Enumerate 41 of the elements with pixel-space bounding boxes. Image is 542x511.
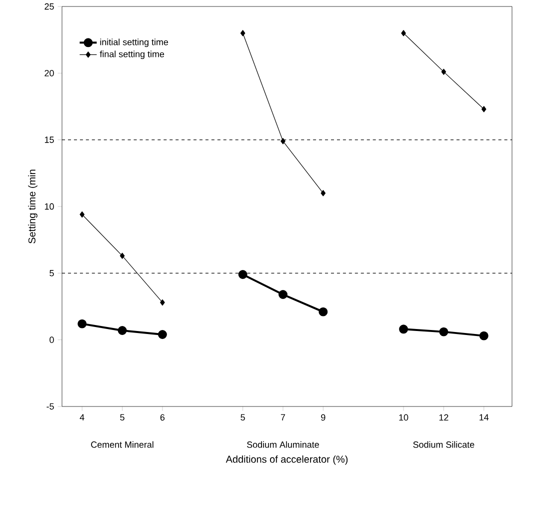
x-tick-label: 7 xyxy=(280,414,286,420)
text: Sodium Aluminate xyxy=(247,440,319,448)
point xyxy=(401,30,406,36)
x-tick-label: 9 xyxy=(321,414,326,420)
x-tick-label: 5 xyxy=(120,414,124,420)
point xyxy=(160,299,165,306)
x-tick-label: 14 xyxy=(480,414,489,420)
y-tick-label: 15 xyxy=(44,136,54,143)
y-tick-label: -5 xyxy=(46,403,54,410)
legend-label: final setting time xyxy=(100,50,164,59)
point xyxy=(80,211,84,218)
point xyxy=(318,307,328,316)
y-tick-label: 0 xyxy=(50,336,54,343)
point xyxy=(441,68,446,75)
y-tick-label: 20 xyxy=(44,70,54,76)
text: Cement Mineral xyxy=(91,440,154,448)
point xyxy=(479,331,488,340)
x-axis-title: Additions of accelerator (%) xyxy=(226,455,348,464)
y-tick-label: 10 xyxy=(44,203,54,210)
y-axis-title: Setting time (min xyxy=(28,170,38,244)
text: Sodium Silicate xyxy=(413,440,474,448)
point xyxy=(278,290,288,299)
point xyxy=(240,30,246,36)
x-tick-label: 5 xyxy=(240,414,245,420)
point xyxy=(158,330,167,339)
point xyxy=(118,326,127,335)
point xyxy=(439,327,448,336)
point xyxy=(399,324,408,334)
y-tick-label: 25 xyxy=(44,3,54,10)
x-tick-label: 4 xyxy=(80,414,84,420)
x-tick-label: 10 xyxy=(399,414,408,420)
point xyxy=(481,106,486,112)
legend-label: initial setting time xyxy=(100,38,168,47)
point xyxy=(280,138,286,144)
point xyxy=(78,319,87,328)
y-tick-label: 5 xyxy=(50,270,54,276)
point xyxy=(120,252,125,259)
x-tick-label: 6 xyxy=(160,414,165,420)
point xyxy=(320,190,326,196)
x-tick-label: 12 xyxy=(439,414,448,420)
point xyxy=(238,270,248,279)
